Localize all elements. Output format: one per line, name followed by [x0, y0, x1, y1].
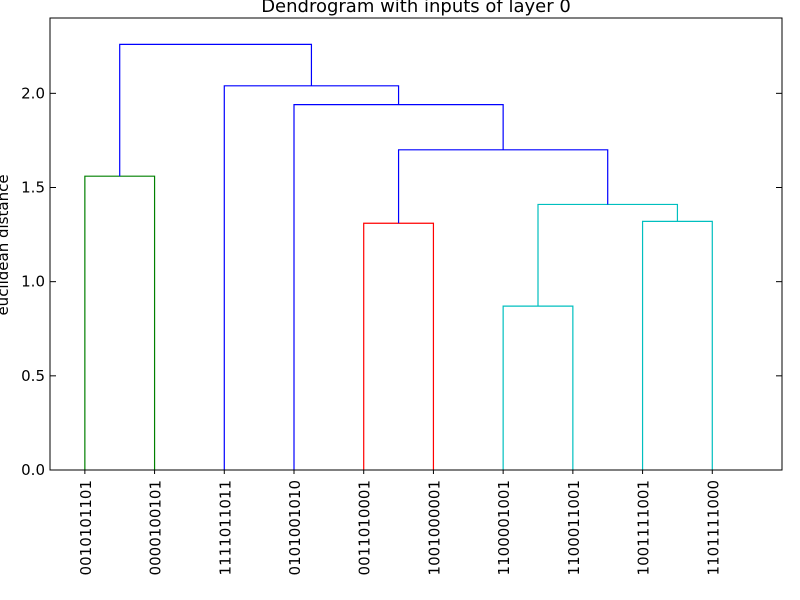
- leaf-label-4: 0011010001: [356, 480, 374, 575]
- plot-frame: [49, 17, 783, 471]
- y-tick-label-1: 0.5: [21, 367, 45, 385]
- leaf-label-3: 0101001010: [286, 480, 304, 575]
- leaf-label-1: 0000100101: [147, 480, 165, 575]
- dendrogram-link-7: [223, 85, 400, 470]
- y-tick-label-3: 1.5: [21, 179, 45, 197]
- leaf-label-5: 1001000001: [425, 480, 443, 575]
- y-axis-label: euclidean distance: [0, 174, 12, 315]
- dendrogram-link-3: [641, 220, 713, 470]
- leaf-label-9: 1101111000: [704, 480, 722, 575]
- dendrogram-link-8: [119, 43, 313, 177]
- y-axis-ticks: 0.0 0.5 1.0 1.5 2.0: [21, 84, 782, 479]
- leaf-label-8: 1001111001: [635, 480, 653, 575]
- dendrogram-link-4: [537, 203, 679, 307]
- dendrogram-link-2: [502, 305, 574, 470]
- y-tick-label-4: 2.0: [21, 84, 45, 102]
- y-tick-label-0: 0.0: [21, 461, 45, 479]
- leaf-label-0: 0010101101: [77, 480, 95, 575]
- dendrogram-link-1: [363, 222, 435, 470]
- leaf-label-7: 1100011001: [565, 480, 583, 575]
- y-tick-label-2: 1.0: [21, 273, 45, 291]
- x-axis-ticks: 0010101101 0000100101 1111011011 0101001010…: [77, 470, 722, 575]
- leaf-label-2: 1111011011: [216, 480, 234, 575]
- dendrogram-link-0: [84, 175, 156, 470]
- chart-title: Dendrogram with inputs of layer 0: [261, 0, 571, 17]
- leaf-label-6: 1100001001: [495, 480, 513, 575]
- dendrogram-links: [84, 43, 713, 470]
- dendrogram-link-5: [397, 149, 609, 224]
